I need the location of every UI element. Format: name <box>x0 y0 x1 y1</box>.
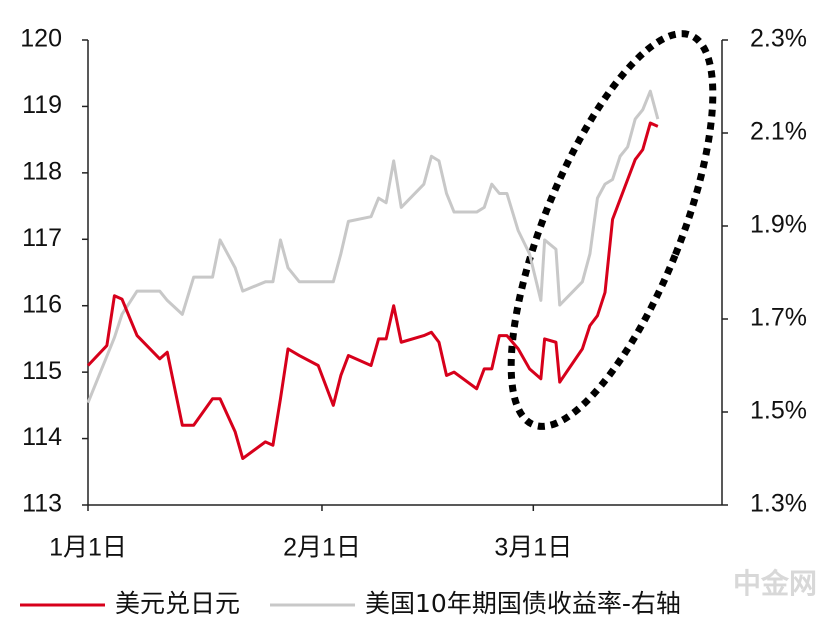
y2-tick-label: 2.1% <box>750 118 807 146</box>
highlight-ellipse <box>507 30 717 430</box>
series-line <box>86 89 660 404</box>
y-tick-label: 119 <box>22 91 62 119</box>
y-tick-label: 117 <box>22 224 62 252</box>
legend-label: 美国10年期国债收益率-右轴 <box>365 589 681 618</box>
legend-label: 美元兑日元 <box>115 589 240 618</box>
y-tick-label: 118 <box>22 157 62 185</box>
x-tick-label: 2月1日 <box>283 534 361 562</box>
y2-tick-label: 2.3% <box>750 25 807 53</box>
y-tick-label: 120 <box>20 25 62 53</box>
y-tick-label: 116 <box>22 290 62 318</box>
x-tick-label: 1月1日 <box>49 534 127 562</box>
series-line <box>86 121 659 460</box>
watermark: 中金网 <box>733 567 817 600</box>
y2-tick-label: 1.5% <box>750 397 807 425</box>
y2-tick-label: 1.9% <box>750 211 807 239</box>
x-tick-label: 3月1日 <box>494 534 572 562</box>
y2-tick-label: 1.7% <box>750 304 807 332</box>
y2-tick-label: 1.3% <box>750 490 807 518</box>
y-tick-label: 115 <box>22 357 62 385</box>
y-tick-label: 113 <box>22 490 62 518</box>
y-tick-label: 114 <box>22 423 62 451</box>
